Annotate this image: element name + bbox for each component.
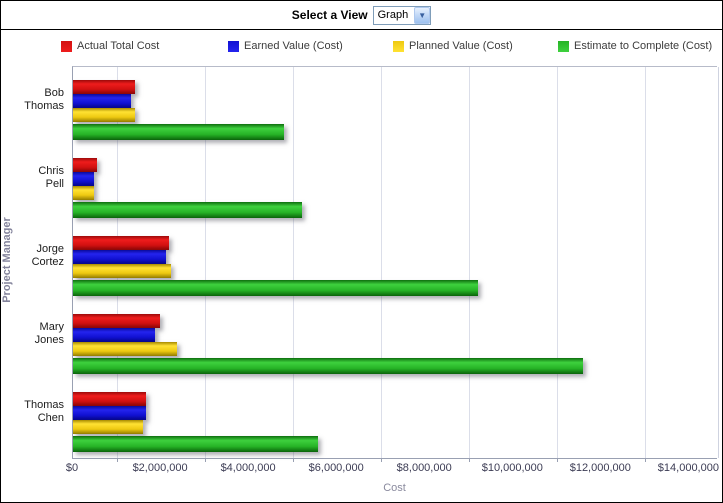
- bar-red: [73, 314, 161, 328]
- axis-tick: [557, 458, 559, 462]
- gridline: [645, 67, 647, 458]
- axis-tick: [117, 458, 118, 462]
- x-tick-label: $14,000,000: [657, 462, 719, 474]
- view-dropdown[interactable]: Graph ▼: [372, 5, 432, 25]
- bar-red: [73, 392, 146, 406]
- legend-label: Planned Value (Cost): [409, 40, 513, 52]
- bar-yellow: [73, 108, 135, 122]
- category-label-line: Jorge: [36, 243, 64, 255]
- legend-swatch-icon: [228, 40, 239, 52]
- bar-blue: [73, 250, 166, 264]
- x-tick-label: $4,000,000: [220, 462, 276, 474]
- category-label-line: Mary: [39, 321, 64, 333]
- legend-item: Planned Value (Cost): [393, 40, 513, 52]
- x-tick-label: $2,000,000: [132, 462, 188, 474]
- category-label: Jorge Cortez: [1, 235, 67, 277]
- bar-yellow: [73, 420, 144, 434]
- bar-green: [73, 358, 583, 374]
- category-label-line: Pell: [45, 178, 64, 190]
- legend-item: Earned Value (Cost): [228, 40, 343, 52]
- x-axis-title: Cost: [383, 482, 406, 494]
- category-label: Mary Jones: [1, 313, 67, 355]
- bar-yellow: [73, 264, 171, 278]
- axis-tick: [205, 458, 207, 462]
- legend-label: Earned Value (Cost): [244, 40, 343, 52]
- bar-blue: [73, 328, 155, 342]
- category-label-line: Jones: [34, 334, 64, 346]
- axis-tick: [381, 458, 383, 462]
- legend-swatch-icon: [393, 40, 404, 52]
- gridline: [557, 67, 559, 458]
- bar-green: [73, 436, 319, 452]
- category-label: Chris Pell: [1, 157, 67, 199]
- legend-swatch-icon: [558, 40, 569, 52]
- select-a-view-label: Select a View: [291, 8, 368, 22]
- category-label-line: Bob: [44, 87, 64, 99]
- bar-red: [73, 236, 169, 250]
- x-tick-label: $12,000,000: [569, 462, 631, 474]
- bar-yellow: [73, 342, 178, 356]
- chevron-down-icon[interactable]: ▼: [414, 6, 431, 24]
- bar-blue: [73, 94, 131, 108]
- gridline: [293, 67, 295, 458]
- x-tick-label: $8,000,000: [396, 462, 452, 474]
- legend-swatch-icon: [61, 40, 72, 52]
- legend-label: Estimate to Complete (Cost): [574, 40, 713, 52]
- gridline: [381, 67, 383, 458]
- bar-yellow: [73, 186, 94, 200]
- x-tick-label: $0: [65, 462, 79, 474]
- category-label-line: Thomas: [24, 399, 64, 411]
- axis-tick: [469, 458, 471, 462]
- category-label-line: Chris: [38, 165, 64, 177]
- category-label: Bob Thomas: [1, 79, 67, 121]
- x-axis-labels: $0 $2,000,000 $4,000,000 $6,000,000 $8,000,0…: [66, 462, 719, 476]
- category-label-line: Cortez: [31, 256, 64, 268]
- axis-tick: [645, 458, 647, 462]
- bar-green: [73, 202, 302, 218]
- gridline: [469, 67, 471, 458]
- legend-label: Actual Total Cost: [77, 40, 160, 52]
- legend-item: Actual Total Cost: [61, 40, 159, 52]
- bar-green: [73, 280, 479, 296]
- x-tick-label: $10,000,000: [481, 462, 543, 474]
- view-dropdown-value: Graph: [377, 9, 409, 21]
- category-label: Thomas Chen: [1, 391, 67, 433]
- category-label-line: Chen: [37, 412, 64, 424]
- x-tick-label: $6,000,000: [308, 462, 364, 474]
- bar-red: [73, 158, 97, 172]
- legend-item: Estimate to Complete (Cost): [558, 40, 712, 52]
- plot-area: [72, 66, 719, 462]
- view-selector-bar: Select a View Graph ▼: [1, 1, 722, 30]
- bar-green: [73, 124, 285, 140]
- bar-red: [73, 80, 135, 94]
- plot-right-border: [718, 67, 719, 458]
- bar-blue: [73, 172, 94, 186]
- axis-tick: [293, 458, 295, 462]
- bar-blue: [73, 406, 146, 420]
- gridline: [205, 67, 207, 458]
- category-label-line: Thomas: [24, 100, 64, 112]
